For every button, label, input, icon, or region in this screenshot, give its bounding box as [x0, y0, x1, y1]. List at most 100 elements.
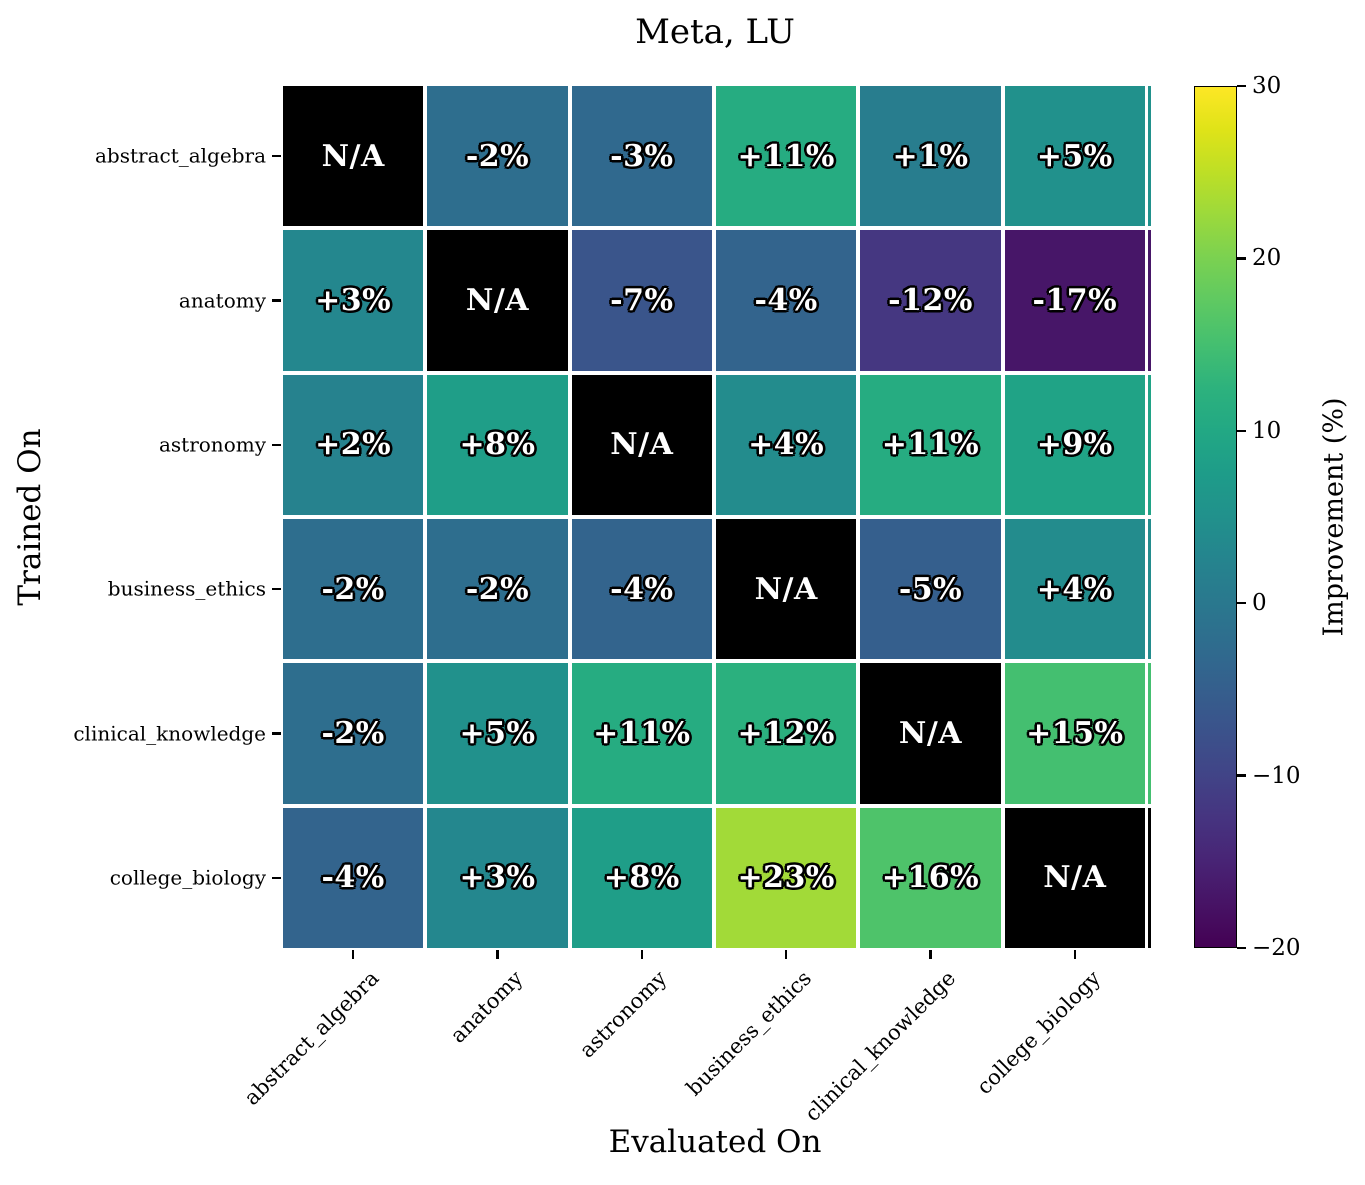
y-tick-mark [272, 299, 281, 302]
y-tick-label: abstract_algebra [95, 143, 266, 168]
heatmap-cell: N/A [283, 86, 424, 227]
x-tick-mark [929, 950, 932, 959]
cell-value-label: N/A [754, 571, 818, 607]
cell-value-label: -2% [321, 571, 385, 607]
heatmap-cell: N/A [1004, 807, 1145, 948]
heatmap-cell: -17% [1004, 230, 1145, 371]
edge-strip-segment [1148, 518, 1151, 660]
x-tick-mark [496, 950, 499, 959]
cell-value-label: +16% [881, 860, 980, 896]
heatmap-cell: N/A [427, 230, 568, 371]
x-tick-label: astronomy [575, 966, 672, 1063]
cell-value-label: +8% [459, 427, 536, 463]
cell-value-label: -12% [888, 282, 973, 318]
chart-title: Meta, LU [635, 12, 795, 52]
heatmap-cell: -4% [571, 518, 712, 660]
heatmap-cell: -2% [283, 663, 424, 804]
y-tick-label: anatomy [178, 288, 266, 313]
heatmap-cell: +8% [427, 374, 568, 515]
cell-value-label: -4% [610, 571, 674, 607]
x-tick-label: abstract_algebra [239, 966, 384, 1110]
cell-value-label: N/A [610, 427, 674, 463]
cell-value-label: +4% [748, 427, 825, 463]
y-tick-mark [272, 732, 281, 735]
colorbar [1194, 86, 1237, 948]
cell-value-label: +12% [737, 715, 835, 751]
heatmap-cell: -4% [283, 807, 424, 948]
cell-value-label: +11% [737, 138, 835, 174]
y-tick-mark [272, 154, 281, 158]
heatmap-cell: +2% [283, 374, 424, 515]
x-tick-label: business_ethics [681, 966, 817, 1101]
edge-strip-segment [1148, 230, 1151, 371]
cell-value-label: +5% [1036, 138, 1113, 174]
cell-value-label: -2% [321, 715, 385, 751]
y-tick-mark [272, 443, 281, 447]
heatmap-cell: +5% [1004, 86, 1145, 227]
y-tick-label: astronomy [158, 432, 266, 457]
colorbar-tick-label: −10 [1252, 762, 1301, 789]
cell-value-label: +5% [459, 715, 536, 751]
colorbar-tick-label: 20 [1252, 245, 1282, 272]
heatmap-cell: N/A [860, 663, 1001, 804]
x-tick-mark [784, 950, 788, 959]
cell-value-label: +23% [737, 860, 835, 896]
heatmap-grid: N/A -2% -3% +11% +1% +5% +3% N/A -7% -4% -12% -17% +… [283, 86, 1145, 948]
cell-value-label: +1% [892, 138, 969, 174]
edge-strip-segment [1148, 86, 1151, 227]
heatmap-cell: -3% [571, 86, 712, 227]
heatmap-cell: +8% [571, 807, 712, 948]
heatmap-cell: N/A [571, 374, 712, 515]
colorbar-tick-mark [1237, 946, 1246, 950]
cell-value-label: +15% [1026, 715, 1124, 751]
heatmap-cell: +4% [715, 374, 857, 515]
y-tick-label: business_ethics [107, 576, 266, 601]
cell-value-label: +3% [315, 282, 392, 318]
colorbar-tick-label: −20 [1252, 935, 1301, 961]
heatmap-cell: +16% [860, 807, 1001, 948]
heatmap-cell: +11% [715, 86, 857, 227]
colorbar-tick-mark [1237, 429, 1246, 433]
colorbar-tick-mark [1237, 774, 1246, 777]
cell-value-label: +3% [459, 860, 536, 896]
cell-value-label: -4% [321, 860, 385, 896]
cell-value-label: -5% [898, 571, 963, 607]
x-tick-label: college_biology [971, 966, 1105, 1100]
y-tick-mark [272, 587, 281, 591]
heatmap-cell: N/A [715, 518, 857, 660]
x-tick-label: clinical_knowledge [800, 966, 961, 1126]
cell-value-label: +8% [603, 860, 680, 896]
heatmap-right-edge-strip [1148, 86, 1151, 948]
cell-value-label: +2% [315, 427, 392, 463]
cell-value-label: N/A [465, 282, 530, 318]
heatmap-cell: -5% [860, 518, 1001, 660]
cell-value-label: +4% [1036, 571, 1113, 607]
x-tick-mark [351, 950, 355, 959]
heatmap-cell: +23% [715, 807, 857, 948]
cell-value-label: N/A [321, 138, 385, 174]
y-tick-label: college_biology [109, 865, 266, 890]
x-axis-title: Evaluated On [608, 1124, 822, 1160]
heatmap-cell: +3% [283, 230, 424, 371]
cell-value-label: -3% [610, 138, 674, 174]
colorbar-tick-mark [1237, 601, 1246, 605]
cell-value-label: -17% [1032, 282, 1118, 318]
cell-value-label: N/A [898, 715, 963, 751]
heatmap-cell: -7% [571, 230, 712, 371]
heatmap-cell: +11% [571, 663, 712, 804]
y-tick-label: clinical_knowledge [73, 721, 266, 746]
edge-strip-segment [1148, 663, 1151, 804]
cell-value-label: +11% [881, 427, 980, 463]
colorbar-tick-mark [1237, 84, 1246, 88]
heatmap-cell: +4% [1004, 518, 1145, 660]
cell-value-label: -7% [610, 282, 674, 318]
colorbar-tick-label: 0 [1252, 590, 1267, 617]
cell-value-label: +11% [593, 715, 691, 751]
cell-value-label: N/A [1043, 860, 1107, 896]
x-tick-mark [1073, 950, 1077, 959]
y-tick-mark [272, 876, 281, 880]
heatmap-cell: +11% [860, 374, 1001, 515]
heatmap-cell: +5% [427, 663, 568, 804]
colorbar-tick-label: 10 [1252, 417, 1282, 444]
